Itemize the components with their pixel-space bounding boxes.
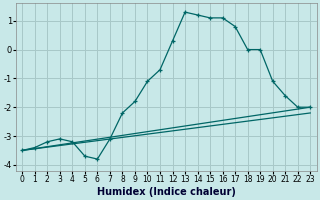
X-axis label: Humidex (Indice chaleur): Humidex (Indice chaleur) [97,187,236,197]
